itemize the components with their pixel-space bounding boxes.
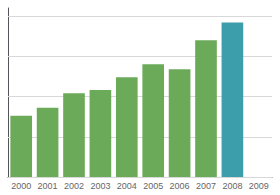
svg-text:2007: 2007: [196, 181, 216, 191]
svg-text:2006: 2006: [170, 181, 190, 191]
svg-text:2002: 2002: [64, 181, 84, 191]
svg-text:2003: 2003: [90, 181, 110, 191]
svg-text:2008: 2008: [222, 181, 242, 191]
svg-text:2000: 2000: [11, 181, 31, 191]
svg-text:2009: 2009: [249, 181, 269, 191]
svg-text:2005: 2005: [143, 181, 163, 191]
svg-text:2004: 2004: [117, 181, 137, 191]
svg-text:2001: 2001: [38, 181, 58, 191]
